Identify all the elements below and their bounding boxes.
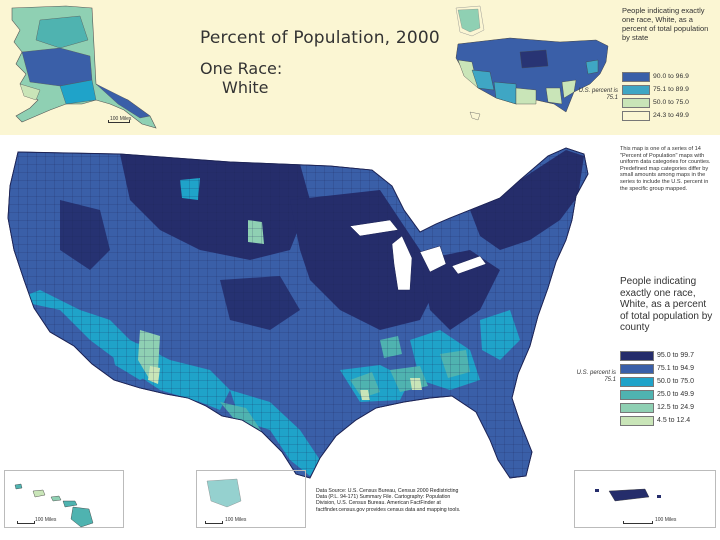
county-legend-label: 12.5 to 24.9 [657,404,694,411]
alaska-mini-map [206,478,242,508]
county-legend-item: 25.0 to 49.9 [620,389,694,400]
map-title: Percent of Population, 2000 [200,28,440,48]
hawaii-scale-bar [17,521,35,524]
state-legend-label: 90.0 to 96.9 [653,73,689,80]
subtitle-line2: White [222,78,269,97]
county-swatch-5 [620,402,654,413]
state-swatch-2 [622,84,650,95]
county-swatch-2 [620,363,654,374]
county-legend-item: 12.5 to 24.9 [620,402,694,413]
county-map [7,147,589,479]
hawaii-scale-label: 100 Miles [35,517,57,523]
alaska-scale-label: 100 Miles [110,116,132,122]
puerto-rico-map [595,488,661,502]
state-us-percent: U.S. percent is 75.1 [578,88,618,101]
county-legend-item: 95.0 to 99.7 [620,350,694,361]
title-panel: Percent of Population, 2000 One Race: Wh… [180,0,450,135]
alaska-map [11,5,157,129]
state-map-panel: People indicating exactly one race, Whit… [450,0,720,135]
state-swatch-1 [622,71,650,82]
series-note: This map is one of a series of 14 "Perce… [620,146,711,192]
alaska-mini-inset: 100 Miles [196,470,306,528]
state-legend-label: 24.3 to 49.9 [653,112,689,119]
county-swatch-3 [620,376,654,387]
alaska-inset: 100 Miles [0,0,180,135]
county-legend-label: 75.1 to 94.9 [657,365,694,372]
state-legend-item: 75.1 to 89.9 [622,84,689,95]
hawaii-inset: 100 Miles [4,470,124,528]
county-legend-item: 50.0 to 75.0 [620,376,694,387]
inset-scale-bar [205,521,223,524]
subtitle-line1: One Race: [200,59,283,78]
county-legend-label: 4.5 to 12.4 [657,417,691,424]
puerto-rico-inset: 100 Miles [574,470,716,528]
county-legend-label: 50.0 to 75.0 [657,378,694,385]
county-legend-label: 25.0 to 49.9 [657,391,694,398]
state-swatch-4 [622,110,650,121]
state-legend-item: 24.3 to 49.9 [622,110,689,121]
county-legend-item: 4.5 to 12.4 [620,415,690,426]
pr-scale-bar [623,521,653,524]
state-swatch-3 [622,97,650,108]
county-swatch-4 [620,389,654,400]
county-legend-item: 75.1 to 94.9 [620,363,694,374]
inset-scale-label: 100 Miles [225,517,247,523]
hawaii-map [14,483,94,528]
state-map [455,5,609,121]
map-subtitle: One Race: White [200,59,282,97]
state-legend-item: 50.0 to 75.0 [622,97,689,108]
county-legend-label: 95.0 to 99.7 [657,352,694,359]
state-legend-label: 75.1 to 89.9 [653,86,689,93]
county-us-percent: U.S. percent is 75.1 [576,370,616,383]
pr-scale-label: 100 Miles [655,517,677,523]
state-legend-label: 50.0 to 75.0 [653,99,689,106]
state-legend-item: 90.0 to 96.9 [622,71,689,82]
county-swatch-6 [620,415,654,426]
state-legend-title: People indicating exactly one race, Whit… [622,6,709,42]
county-legend-title: People indicating exactly one race, Whit… [620,276,713,333]
data-source-note: Data Source: U.S. Census Bureau, Census … [316,488,461,513]
county-swatch-1 [620,350,654,361]
alaska-scale-bar [108,120,130,123]
